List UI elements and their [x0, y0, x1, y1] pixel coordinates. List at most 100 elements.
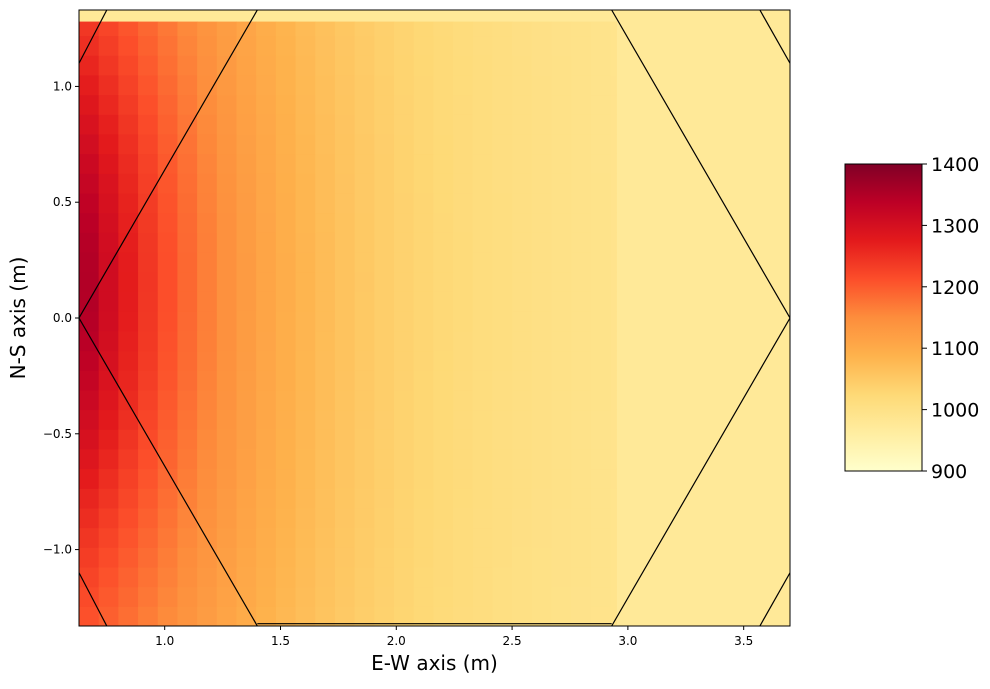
heatmap-cell: [216, 133, 238, 155]
heatmap-cell: [177, 389, 198, 411]
heatmap-cell: [98, 232, 119, 253]
heatmap-cell: [610, 547, 617, 568]
heatmap-cell: [295, 429, 316, 450]
heatmap-cell: [610, 232, 617, 253]
heatmap-cell: [590, 409, 612, 430]
heatmap-cell: [295, 271, 316, 292]
heatmap-cell: [512, 114, 533, 135]
heatmap-cell: [531, 586, 553, 607]
heatmap-cell: [453, 330, 474, 352]
heatmap-cell: [453, 55, 474, 76]
heatmap-cell: [472, 21, 493, 37]
heatmap-cell: [610, 212, 617, 233]
heatmap-cell: [138, 271, 159, 292]
heatmap-cell: [472, 448, 493, 470]
heatmap-cell: [551, 606, 572, 626]
heatmap-cell: [492, 606, 513, 626]
heatmap-cell: [197, 389, 218, 411]
heatmap-cell: [236, 429, 257, 450]
heatmap-cell: [177, 35, 198, 56]
heatmap-cell: [197, 192, 218, 214]
heatmap-cell: [315, 21, 336, 37]
heatmap-cell: [492, 389, 513, 411]
heatmap-cell: [374, 252, 395, 273]
heatmap-cell: [354, 409, 375, 430]
heatmap-cell: [79, 468, 100, 489]
heatmap-cell: [492, 468, 513, 489]
heatmap-cell: [197, 212, 218, 233]
heatmap-cell: [393, 606, 415, 626]
heatmap-cell: [354, 586, 375, 607]
heatmap-cell: [256, 192, 277, 214]
colorbar-tick-label: 1400: [931, 154, 979, 176]
heatmap-cell: [295, 586, 316, 607]
heatmap-cell: [531, 429, 553, 450]
heatmap-cell: [275, 330, 297, 352]
heatmap-cell: [354, 448, 375, 470]
heatmap-cell: [354, 232, 375, 253]
heatmap-cell: [354, 192, 375, 214]
heatmap-cell: [334, 507, 356, 529]
heatmap-cell: [492, 94, 513, 115]
heatmap-cell: [275, 547, 297, 568]
heatmap-cell: [157, 488, 179, 509]
heatmap-cell: [216, 94, 238, 115]
heatmap-cell: [354, 389, 375, 411]
heatmap-cell: [295, 35, 316, 56]
heatmap-cell: [354, 153, 375, 174]
heatmap-cell: [374, 350, 395, 371]
heatmap-cell: [236, 606, 257, 626]
heatmap-cell: [315, 212, 336, 233]
heatmap-cell: [236, 370, 257, 391]
heatmap-cell: [295, 232, 316, 253]
heatmap-cell: [256, 389, 277, 411]
heatmap-cell: [551, 21, 572, 37]
y-tick-label: −1.0: [43, 543, 72, 557]
heatmap-cell: [275, 448, 297, 470]
heatmap-cell: [610, 74, 617, 96]
heatmap-cell: [334, 606, 356, 626]
heatmap-cell: [275, 153, 297, 174]
heatmap-cell: [413, 409, 434, 430]
heatmap-cell: [275, 173, 297, 194]
heatmap-cell: [354, 507, 375, 529]
heatmap-cell: [413, 74, 434, 96]
heatmap-cell: [512, 586, 533, 607]
heatmap-cell: [512, 389, 533, 411]
heatmap-cell: [433, 55, 454, 76]
heatmap-cell: [79, 507, 100, 529]
heatmap-cell: [118, 311, 139, 332]
heatmap-cell: [453, 566, 474, 588]
heatmap-cell: [413, 350, 434, 371]
heatmap-cell: [590, 212, 612, 233]
heatmap-cell: [216, 586, 238, 607]
heatmap-cell: [275, 114, 297, 135]
heatmap-cell: [275, 35, 297, 56]
heatmap-cell: [453, 94, 474, 115]
heatmap-cell: [177, 192, 198, 214]
heatmap-cell: [453, 468, 474, 489]
heatmap-cell: [512, 153, 533, 174]
heatmap-cell: [118, 409, 139, 430]
heatmap-cell: [275, 311, 297, 332]
heatmap-cell: [98, 488, 119, 509]
heatmap-cell: [177, 507, 198, 529]
heatmap-cell: [256, 232, 277, 253]
heatmap-cell: [413, 566, 434, 588]
heatmap-cell: [138, 409, 159, 430]
heatmap-cell: [295, 547, 316, 568]
heatmap-cell: [98, 133, 119, 155]
heatmap-cell: [393, 153, 415, 174]
heatmap-cell: [472, 291, 493, 312]
heatmap-cell: [393, 488, 415, 509]
heatmap-cell: [256, 586, 277, 607]
heatmap-cell: [512, 291, 533, 312]
heatmap-cell: [98, 271, 119, 292]
heatmap-cell: [236, 271, 257, 292]
heatmap-cell: [157, 586, 179, 607]
heatmap-cell: [393, 21, 415, 37]
heatmap-cell: [393, 429, 415, 450]
heatmap-cell: [413, 35, 434, 56]
heatmap-cell: [98, 192, 119, 214]
heatmap-cell: [413, 212, 434, 233]
